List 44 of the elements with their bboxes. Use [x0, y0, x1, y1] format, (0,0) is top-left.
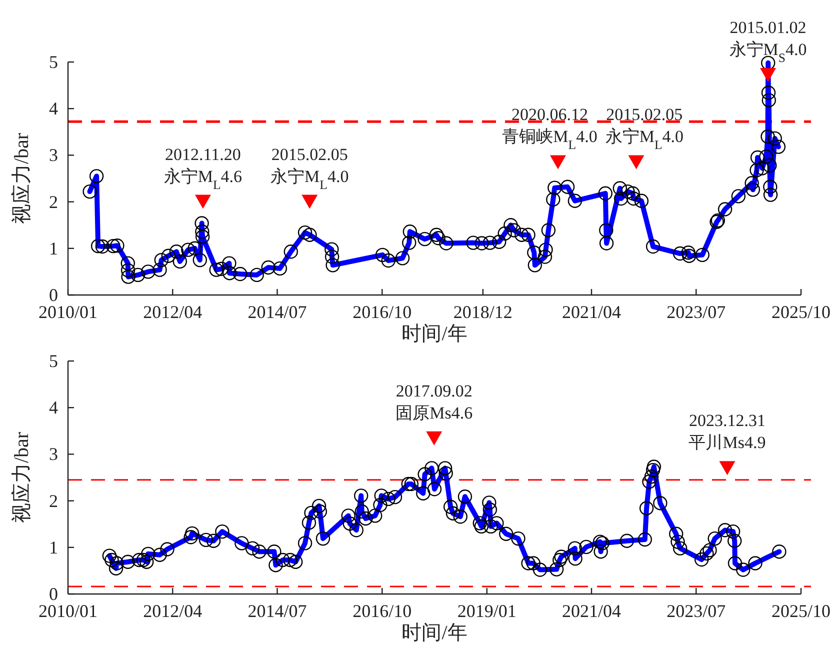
x-tick-label: 2019/01: [457, 601, 516, 621]
y-tick-label: 3: [49, 444, 58, 464]
x-tick-label: 2025/10: [771, 601, 831, 621]
x-tick-label: 2010/01: [38, 302, 98, 322]
point: [628, 155, 644, 170]
x-tick-label: 2018/12: [453, 302, 512, 322]
annotation: 2012.11.20 永宁M$_{L}$4.6: [164, 144, 242, 192]
x-tick-label: 2023/07: [666, 601, 726, 621]
y-tick-label: 1: [49, 537, 58, 558]
x-tick-label: 2021/04: [562, 601, 622, 621]
x-tick-label: 2023/07: [666, 302, 726, 322]
annotation: 2015.01.02 永宁M$_{S}$4.0: [729, 18, 807, 66]
y-axis-title: 视应力/bar: [11, 132, 33, 224]
x-tick-label: 2025/10: [771, 302, 831, 322]
x-tick-label: 2016/10: [352, 601, 412, 621]
x-tick-label: 2021/04: [562, 302, 622, 322]
y-axis-title: 视应力/bar: [11, 432, 33, 524]
x-tick-label: 2012/04: [143, 601, 202, 621]
point: [302, 194, 318, 209]
y-tick-label: 0: [49, 285, 58, 305]
y-tick-label: 4: [49, 398, 58, 418]
y-tick-label: 0: [49, 584, 58, 604]
x-tick-label: 2012/04: [143, 302, 202, 322]
x-tick-label: 2014/07: [248, 302, 307, 322]
annotation: 2015.02.05 永宁M$_{L}$4.0: [270, 144, 349, 192]
y-tick-label: 2: [49, 490, 58, 511]
y-tick-label: 5: [49, 351, 58, 371]
y-tick-label: 3: [49, 145, 58, 166]
annotation: 2020.06.12 青铜峡M$_{L}$4.0: [502, 105, 598, 152]
point: [760, 68, 776, 82]
y-tick-label: 2: [49, 192, 58, 212]
point: [550, 155, 566, 170]
x-tick-label: 2016/10: [352, 302, 412, 322]
annotation: 2023.12.31 平川Ms4.9: [688, 411, 766, 452]
y-tick-label: 1: [49, 238, 58, 258]
annotation: 2017.09.02 固原Ms4.6: [396, 381, 473, 422]
annotation: 2015.02.05 永宁M$_{L}$4.0: [605, 105, 684, 152]
y-tick-label: 5: [49, 52, 58, 72]
x-tick-label: 2014/07: [248, 601, 307, 621]
y-tick-label: 4: [49, 98, 58, 119]
x-tick-label: 2010/01: [38, 601, 98, 621]
point: [194, 194, 211, 209]
x-axis-title: 时间/年: [402, 323, 468, 345]
x-axis-title: 时间/年: [402, 622, 468, 644]
